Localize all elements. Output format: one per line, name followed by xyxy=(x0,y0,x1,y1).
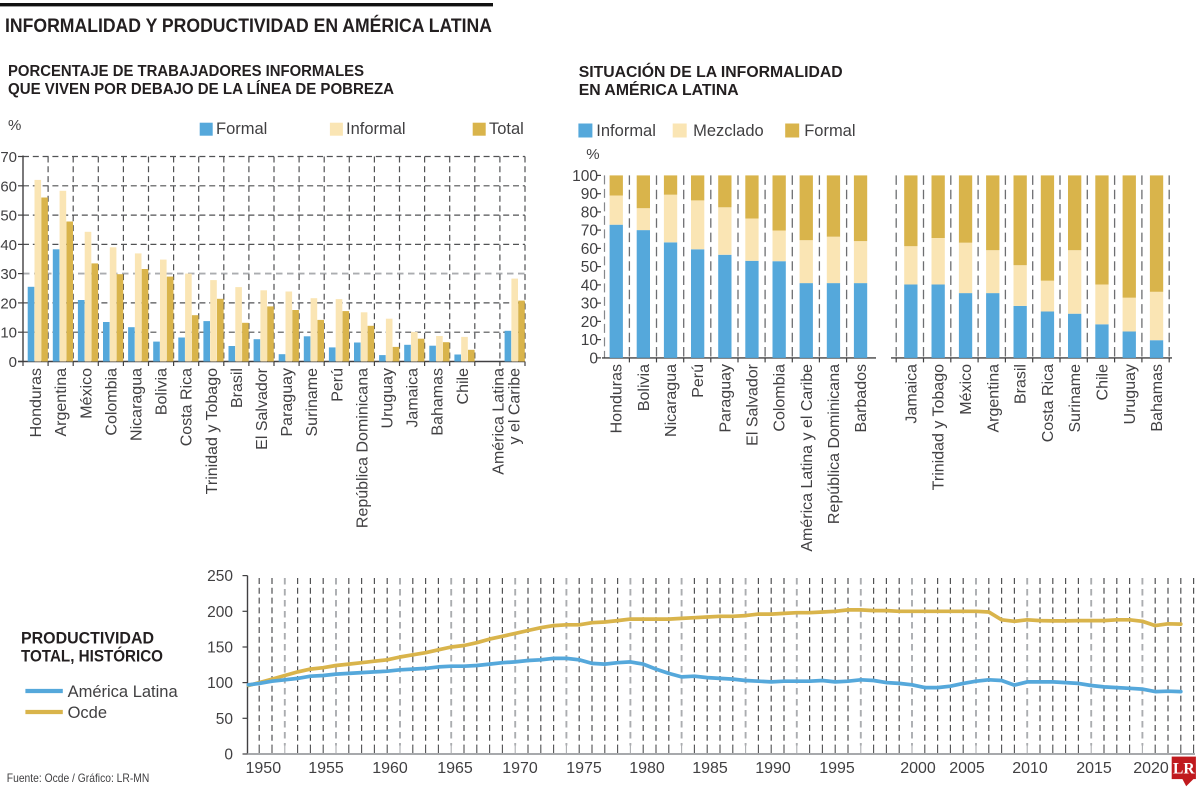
svg-text:1960: 1960 xyxy=(372,760,408,777)
svg-text:TOTAL, HISTÓRICO: TOTAL, HISTÓRICO xyxy=(21,647,163,666)
svg-text:Uruguay: Uruguay xyxy=(380,368,397,428)
svg-text:Nicaragua: Nicaragua xyxy=(663,364,680,437)
svg-text:Brasil: Brasil xyxy=(1013,364,1030,404)
svg-text:Perú: Perú xyxy=(690,364,707,398)
svg-text:América Latina: América Latina xyxy=(68,683,179,701)
svg-text:1970: 1970 xyxy=(502,760,538,777)
svg-text:Jamaica: Jamaica xyxy=(405,368,422,428)
svg-text:Argentina: Argentina xyxy=(53,368,70,437)
svg-text:Formal: Formal xyxy=(216,120,267,138)
svg-text:El Salvador: El Salvador xyxy=(745,363,762,445)
svg-text:10: 10 xyxy=(581,332,599,349)
svg-text:Chile: Chile xyxy=(1095,364,1112,401)
svg-text:PORCENTAJE DE TRABAJADORES INF: PORCENTAJE DE TRABAJADORES INFORMALES xyxy=(8,63,364,80)
svg-text:0: 0 xyxy=(9,354,17,371)
svg-text:América Latina y el Caribe: América Latina y el Caribe xyxy=(799,364,816,552)
svg-text:Brasil: Brasil xyxy=(229,368,246,408)
svg-text:Mezclado: Mezclado xyxy=(693,122,764,140)
svg-text:20: 20 xyxy=(581,314,599,331)
svg-text:Nicaragua: Nicaragua xyxy=(129,368,146,441)
svg-text:EN AMÉRICA LATINA: EN AMÉRICA LATINA xyxy=(579,80,739,99)
svg-text:Costa Rica: Costa Rica xyxy=(1040,364,1057,442)
svg-text:2005: 2005 xyxy=(949,760,985,777)
svg-text:Honduras: Honduras xyxy=(28,368,45,437)
svg-text:2015: 2015 xyxy=(1076,760,1112,777)
svg-text:2010: 2010 xyxy=(1012,760,1048,777)
svg-text:20: 20 xyxy=(0,295,17,312)
svg-text:PRODUCTIVIDAD: PRODUCTIVIDAD xyxy=(21,630,154,648)
svg-text:Informal: Informal xyxy=(596,122,656,140)
svg-text:América Latina: América Latina xyxy=(491,368,508,475)
svg-text:Honduras: Honduras xyxy=(609,364,626,433)
svg-text:Colombia: Colombia xyxy=(103,368,120,436)
svg-text:Ocde: Ocde xyxy=(68,704,107,722)
svg-text:100: 100 xyxy=(572,168,598,185)
svg-text:0: 0 xyxy=(589,350,598,367)
svg-text:80: 80 xyxy=(581,204,599,221)
svg-text:Chile: Chile xyxy=(455,368,472,405)
svg-text:40: 40 xyxy=(581,277,599,294)
svg-text:90: 90 xyxy=(581,186,599,203)
svg-text:1955: 1955 xyxy=(308,760,344,777)
svg-text:%: % xyxy=(586,146,599,163)
svg-text:2020: 2020 xyxy=(1133,760,1169,777)
svg-text:Barbados: Barbados xyxy=(853,364,870,433)
svg-text:10: 10 xyxy=(0,325,17,342)
svg-text:1975: 1975 xyxy=(566,760,602,777)
svg-text:Trinidad y Tobago: Trinidad y Tobago xyxy=(931,364,948,490)
svg-text:El Salvador: El Salvador xyxy=(254,367,271,449)
svg-text:1980: 1980 xyxy=(629,760,665,777)
svg-text:30: 30 xyxy=(581,296,599,313)
svg-text:República Dominicana: República Dominicana xyxy=(354,368,371,528)
svg-text:250: 250 xyxy=(207,568,233,585)
svg-text:QUE VIVEN POR DEBAJO DE LA LÍN: QUE VIVEN POR DEBAJO DE LA LÍNEA DE POBR… xyxy=(8,79,394,98)
svg-text:Total: Total xyxy=(489,120,524,138)
svg-text:70: 70 xyxy=(0,149,17,166)
svg-text:Bahamas: Bahamas xyxy=(430,368,447,436)
svg-text:Formal: Formal xyxy=(804,122,855,140)
svg-text:50: 50 xyxy=(581,259,599,276)
svg-text:Argentina: Argentina xyxy=(985,364,1002,433)
svg-text:México: México xyxy=(958,364,975,415)
svg-text:Trinidad y Tobago: Trinidad y Tobago xyxy=(204,368,221,494)
svg-text:México: México xyxy=(78,368,95,419)
svg-text:50: 50 xyxy=(216,711,234,728)
svg-text:Perú: Perú xyxy=(329,368,346,402)
svg-text:y el Caribe: y el Caribe xyxy=(507,368,524,445)
svg-text:200: 200 xyxy=(207,604,233,621)
svg-text:1965: 1965 xyxy=(437,760,473,777)
svg-text:1985: 1985 xyxy=(692,760,728,777)
svg-text:SITUACIÓN DE LA INFORMALIDAD: SITUACIÓN DE LA INFORMALIDAD xyxy=(579,62,843,81)
svg-text:LR: LR xyxy=(1173,761,1195,778)
svg-text:150: 150 xyxy=(207,640,233,657)
svg-text:Informal: Informal xyxy=(346,120,406,138)
svg-text:INFORMALIDAD Y PRODUCTIVIDAD E: INFORMALIDAD Y PRODUCTIVIDAD EN AMÉRICA … xyxy=(5,14,492,37)
svg-text:República Dominicana: República Dominicana xyxy=(826,364,843,524)
svg-text:Bolivia: Bolivia xyxy=(636,364,653,411)
svg-text:Suriname: Suriname xyxy=(304,368,321,437)
svg-text:70: 70 xyxy=(581,223,599,240)
svg-text:Paraguay: Paraguay xyxy=(279,368,296,437)
svg-text:Suriname: Suriname xyxy=(1067,364,1084,433)
svg-text:Bahamas: Bahamas xyxy=(1149,364,1166,432)
svg-text:60: 60 xyxy=(581,241,599,258)
svg-text:40: 40 xyxy=(0,237,17,254)
svg-text:0: 0 xyxy=(224,747,233,764)
svg-text:Colombia: Colombia xyxy=(772,364,789,432)
svg-text:2000: 2000 xyxy=(900,760,936,777)
svg-text:100: 100 xyxy=(207,675,233,692)
svg-text:Paraguay: Paraguay xyxy=(717,364,734,433)
svg-text:30: 30 xyxy=(0,266,17,283)
svg-text:Jamaica: Jamaica xyxy=(903,364,920,424)
svg-text:1990: 1990 xyxy=(755,760,791,777)
svg-text:%: % xyxy=(8,117,21,134)
svg-text:1995: 1995 xyxy=(819,760,855,777)
svg-text:Bolivia: Bolivia xyxy=(154,368,171,415)
svg-text:60: 60 xyxy=(0,178,17,195)
svg-text:Uruguay: Uruguay xyxy=(1122,364,1139,424)
svg-text:Fuente: Ocde / Gráfico: LR-MN: Fuente: Ocde / Gráfico: LR-MN xyxy=(7,771,150,785)
svg-text:50: 50 xyxy=(0,208,17,225)
svg-text:Costa Rica: Costa Rica xyxy=(179,368,196,446)
svg-text:1950: 1950 xyxy=(246,760,282,777)
